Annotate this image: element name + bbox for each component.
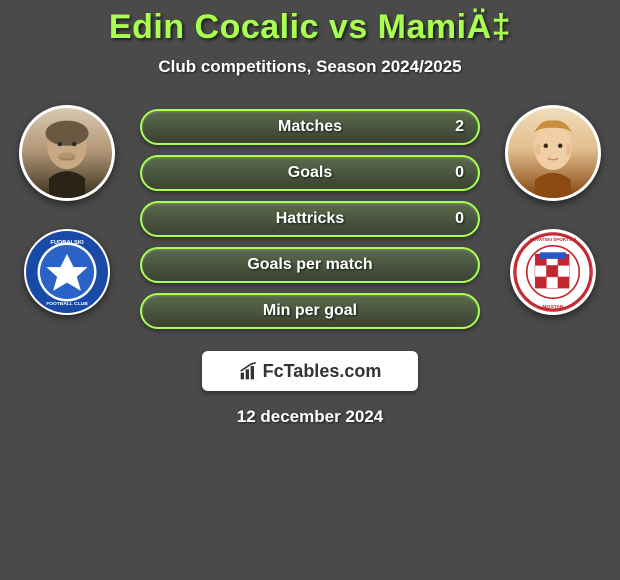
right-player-avatar: [505, 105, 601, 201]
stat-value-right: 0: [455, 210, 464, 228]
right-side: HRVATSKI ŠPORTSKI MOSTAR: [498, 105, 608, 315]
stat-value-right: 2: [455, 118, 464, 136]
stat-label: Matches: [278, 118, 342, 136]
stat-label: Min per goal: [263, 302, 357, 320]
stat-bar-matches: Matches 2: [140, 109, 480, 145]
right-club-logo: HRVATSKI ŠPORTSKI MOSTAR: [510, 229, 596, 315]
brand-badge: FcTables.com: [202, 351, 418, 391]
avatar-face-icon: [22, 108, 112, 198]
stat-value-right: 0: [455, 164, 464, 182]
svg-text:FOOTBALL CLUB: FOOTBALL CLUB: [46, 301, 88, 307]
page-title: Edin Cocalic vs MamiÄ‡: [0, 8, 620, 47]
club-badge-icon: FUDBALSKI FOOTBALL CLUB: [26, 229, 108, 315]
subtitle: Club competitions, Season 2024/2025: [0, 57, 620, 77]
main-row: FUDBALSKI FOOTBALL CLUB Matches 2 Goals …: [0, 105, 620, 329]
stat-bar-goals: Goals 0: [140, 155, 480, 191]
brand-label: FcTables.com: [263, 361, 382, 382]
svg-text:FUDBALSKI: FUDBALSKI: [50, 240, 84, 246]
left-side: FUDBALSKI FOOTBALL CLUB: [12, 105, 122, 315]
svg-text:MOSTAR: MOSTAR: [543, 304, 564, 310]
club-badge-icon: HRVATSKI ŠPORTSKI MOSTAR: [512, 229, 594, 315]
stat-label: Hattricks: [276, 210, 344, 228]
chart-icon: [239, 361, 259, 381]
avatar-face-icon: [508, 108, 598, 198]
stat-label: Goals per match: [247, 256, 372, 274]
infographic-container: Edin Cocalic vs MamiÄ‡ Club competitions…: [0, 0, 620, 427]
stat-bar-gpm: Goals per match: [140, 247, 480, 283]
left-club-logo: FUDBALSKI FOOTBALL CLUB: [24, 229, 110, 315]
date-label: 12 december 2024: [0, 407, 620, 427]
stat-bar-mpg: Min per goal: [140, 293, 480, 329]
stat-bar-hattricks: Hattricks 0: [140, 201, 480, 237]
stats-column: Matches 2 Goals 0 Hattricks 0 Goals per …: [140, 105, 480, 329]
left-player-avatar: [19, 105, 115, 201]
stat-label: Goals: [288, 164, 332, 182]
